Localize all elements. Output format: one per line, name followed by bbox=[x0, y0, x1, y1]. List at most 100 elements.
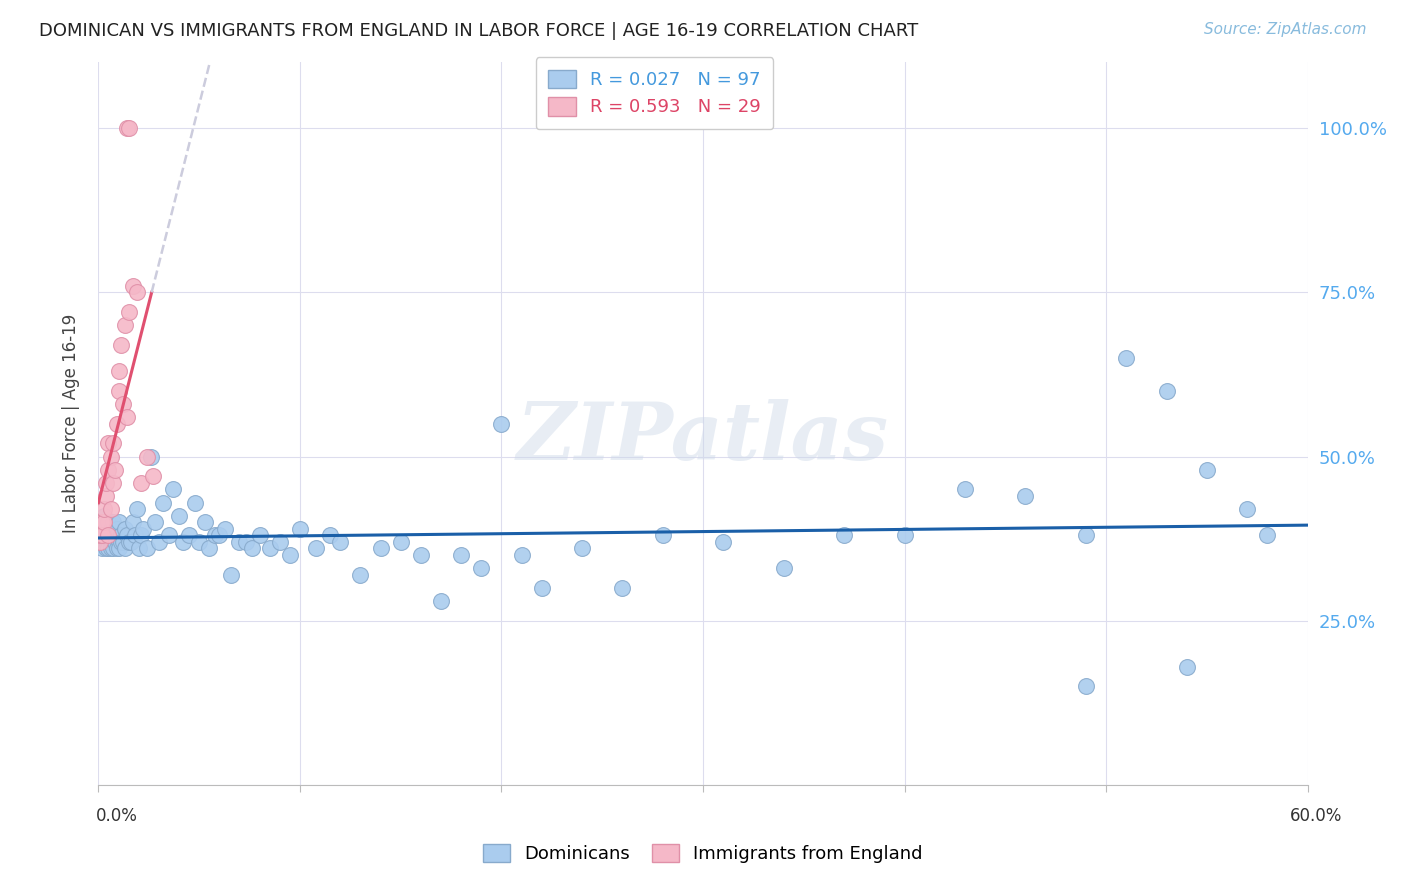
Y-axis label: In Labor Force | Age 16-19: In Labor Force | Age 16-19 bbox=[62, 314, 80, 533]
Point bbox=[288, 522, 311, 536]
Point bbox=[91, 515, 114, 529]
Point bbox=[208, 528, 231, 542]
Point bbox=[89, 528, 111, 542]
Point bbox=[93, 508, 115, 523]
Point bbox=[97, 528, 120, 542]
Point bbox=[100, 535, 122, 549]
Point bbox=[1175, 659, 1198, 673]
Point bbox=[97, 463, 120, 477]
Point bbox=[107, 384, 129, 398]
Point bbox=[97, 436, 120, 450]
Point bbox=[319, 528, 342, 542]
Point bbox=[179, 528, 201, 542]
Point bbox=[101, 528, 124, 542]
Point bbox=[107, 364, 129, 378]
Point bbox=[612, 581, 634, 595]
Text: 0.0%: 0.0% bbox=[96, 807, 138, 825]
Point bbox=[105, 541, 128, 556]
Point bbox=[188, 535, 211, 549]
Point bbox=[259, 541, 281, 556]
Point bbox=[235, 535, 257, 549]
Point bbox=[305, 541, 328, 556]
Point bbox=[115, 528, 138, 542]
Point bbox=[91, 515, 114, 529]
Point bbox=[1014, 489, 1036, 503]
Point bbox=[491, 417, 513, 431]
Point bbox=[97, 541, 120, 556]
Point bbox=[101, 515, 124, 529]
Point bbox=[349, 567, 371, 582]
Point bbox=[204, 528, 226, 542]
Point bbox=[96, 522, 118, 536]
Point bbox=[1074, 680, 1097, 694]
Point bbox=[129, 528, 152, 542]
Legend: R = 0.027   N = 97, R = 0.593   N = 29: R = 0.027 N = 97, R = 0.593 N = 29 bbox=[536, 57, 773, 129]
Point bbox=[96, 489, 118, 503]
Point bbox=[832, 528, 855, 542]
Point bbox=[125, 285, 148, 300]
Point bbox=[125, 502, 148, 516]
Point bbox=[409, 548, 432, 562]
Point bbox=[1115, 351, 1137, 365]
Point bbox=[96, 541, 118, 556]
Text: DOMINICAN VS IMMIGRANTS FROM ENGLAND IN LABOR FORCE | AGE 16-19 CORRELATION CHAR: DOMINICAN VS IMMIGRANTS FROM ENGLAND IN … bbox=[39, 22, 918, 40]
Point bbox=[953, 483, 976, 497]
Point bbox=[240, 541, 263, 556]
Point bbox=[103, 535, 125, 549]
Point bbox=[107, 535, 129, 549]
Point bbox=[135, 450, 157, 464]
Text: ZIPatlas: ZIPatlas bbox=[517, 400, 889, 477]
Point bbox=[143, 515, 166, 529]
Point bbox=[172, 535, 194, 549]
Point bbox=[124, 528, 146, 542]
Point bbox=[510, 548, 533, 562]
Point bbox=[91, 528, 114, 542]
Point bbox=[89, 528, 111, 542]
Point bbox=[100, 502, 122, 516]
Text: 60.0%: 60.0% bbox=[1291, 807, 1343, 825]
Point bbox=[651, 528, 673, 542]
Point bbox=[114, 522, 136, 536]
Point bbox=[370, 541, 392, 556]
Point bbox=[132, 522, 155, 536]
Point bbox=[97, 528, 120, 542]
Point bbox=[167, 508, 190, 523]
Point bbox=[105, 522, 128, 536]
Point bbox=[129, 475, 152, 490]
Point bbox=[1156, 384, 1178, 398]
Point bbox=[450, 548, 472, 562]
Point bbox=[114, 318, 136, 333]
Point bbox=[105, 417, 128, 431]
Point bbox=[142, 469, 165, 483]
Point bbox=[772, 561, 794, 575]
Point bbox=[118, 535, 141, 549]
Point bbox=[101, 541, 124, 556]
Point bbox=[103, 528, 125, 542]
Legend: Dominicans, Immigrants from England: Dominicans, Immigrants from England bbox=[472, 833, 934, 874]
Point bbox=[107, 515, 129, 529]
Point bbox=[329, 535, 352, 549]
Point bbox=[148, 535, 170, 549]
Point bbox=[228, 535, 250, 549]
Point bbox=[278, 548, 301, 562]
Point bbox=[101, 475, 124, 490]
Point bbox=[184, 495, 207, 509]
Point bbox=[110, 338, 132, 352]
Point bbox=[110, 528, 132, 542]
Point bbox=[91, 541, 114, 556]
Point bbox=[430, 594, 453, 608]
Point bbox=[198, 541, 221, 556]
Point bbox=[96, 535, 118, 549]
Point bbox=[97, 535, 120, 549]
Point bbox=[118, 305, 141, 319]
Point bbox=[530, 581, 553, 595]
Point bbox=[135, 541, 157, 556]
Point bbox=[118, 121, 141, 136]
Point bbox=[100, 522, 122, 536]
Point bbox=[470, 561, 492, 575]
Point bbox=[221, 567, 243, 582]
Text: Source: ZipAtlas.com: Source: ZipAtlas.com bbox=[1204, 22, 1367, 37]
Point bbox=[1195, 463, 1218, 477]
Point bbox=[128, 541, 150, 556]
Point bbox=[157, 528, 180, 542]
